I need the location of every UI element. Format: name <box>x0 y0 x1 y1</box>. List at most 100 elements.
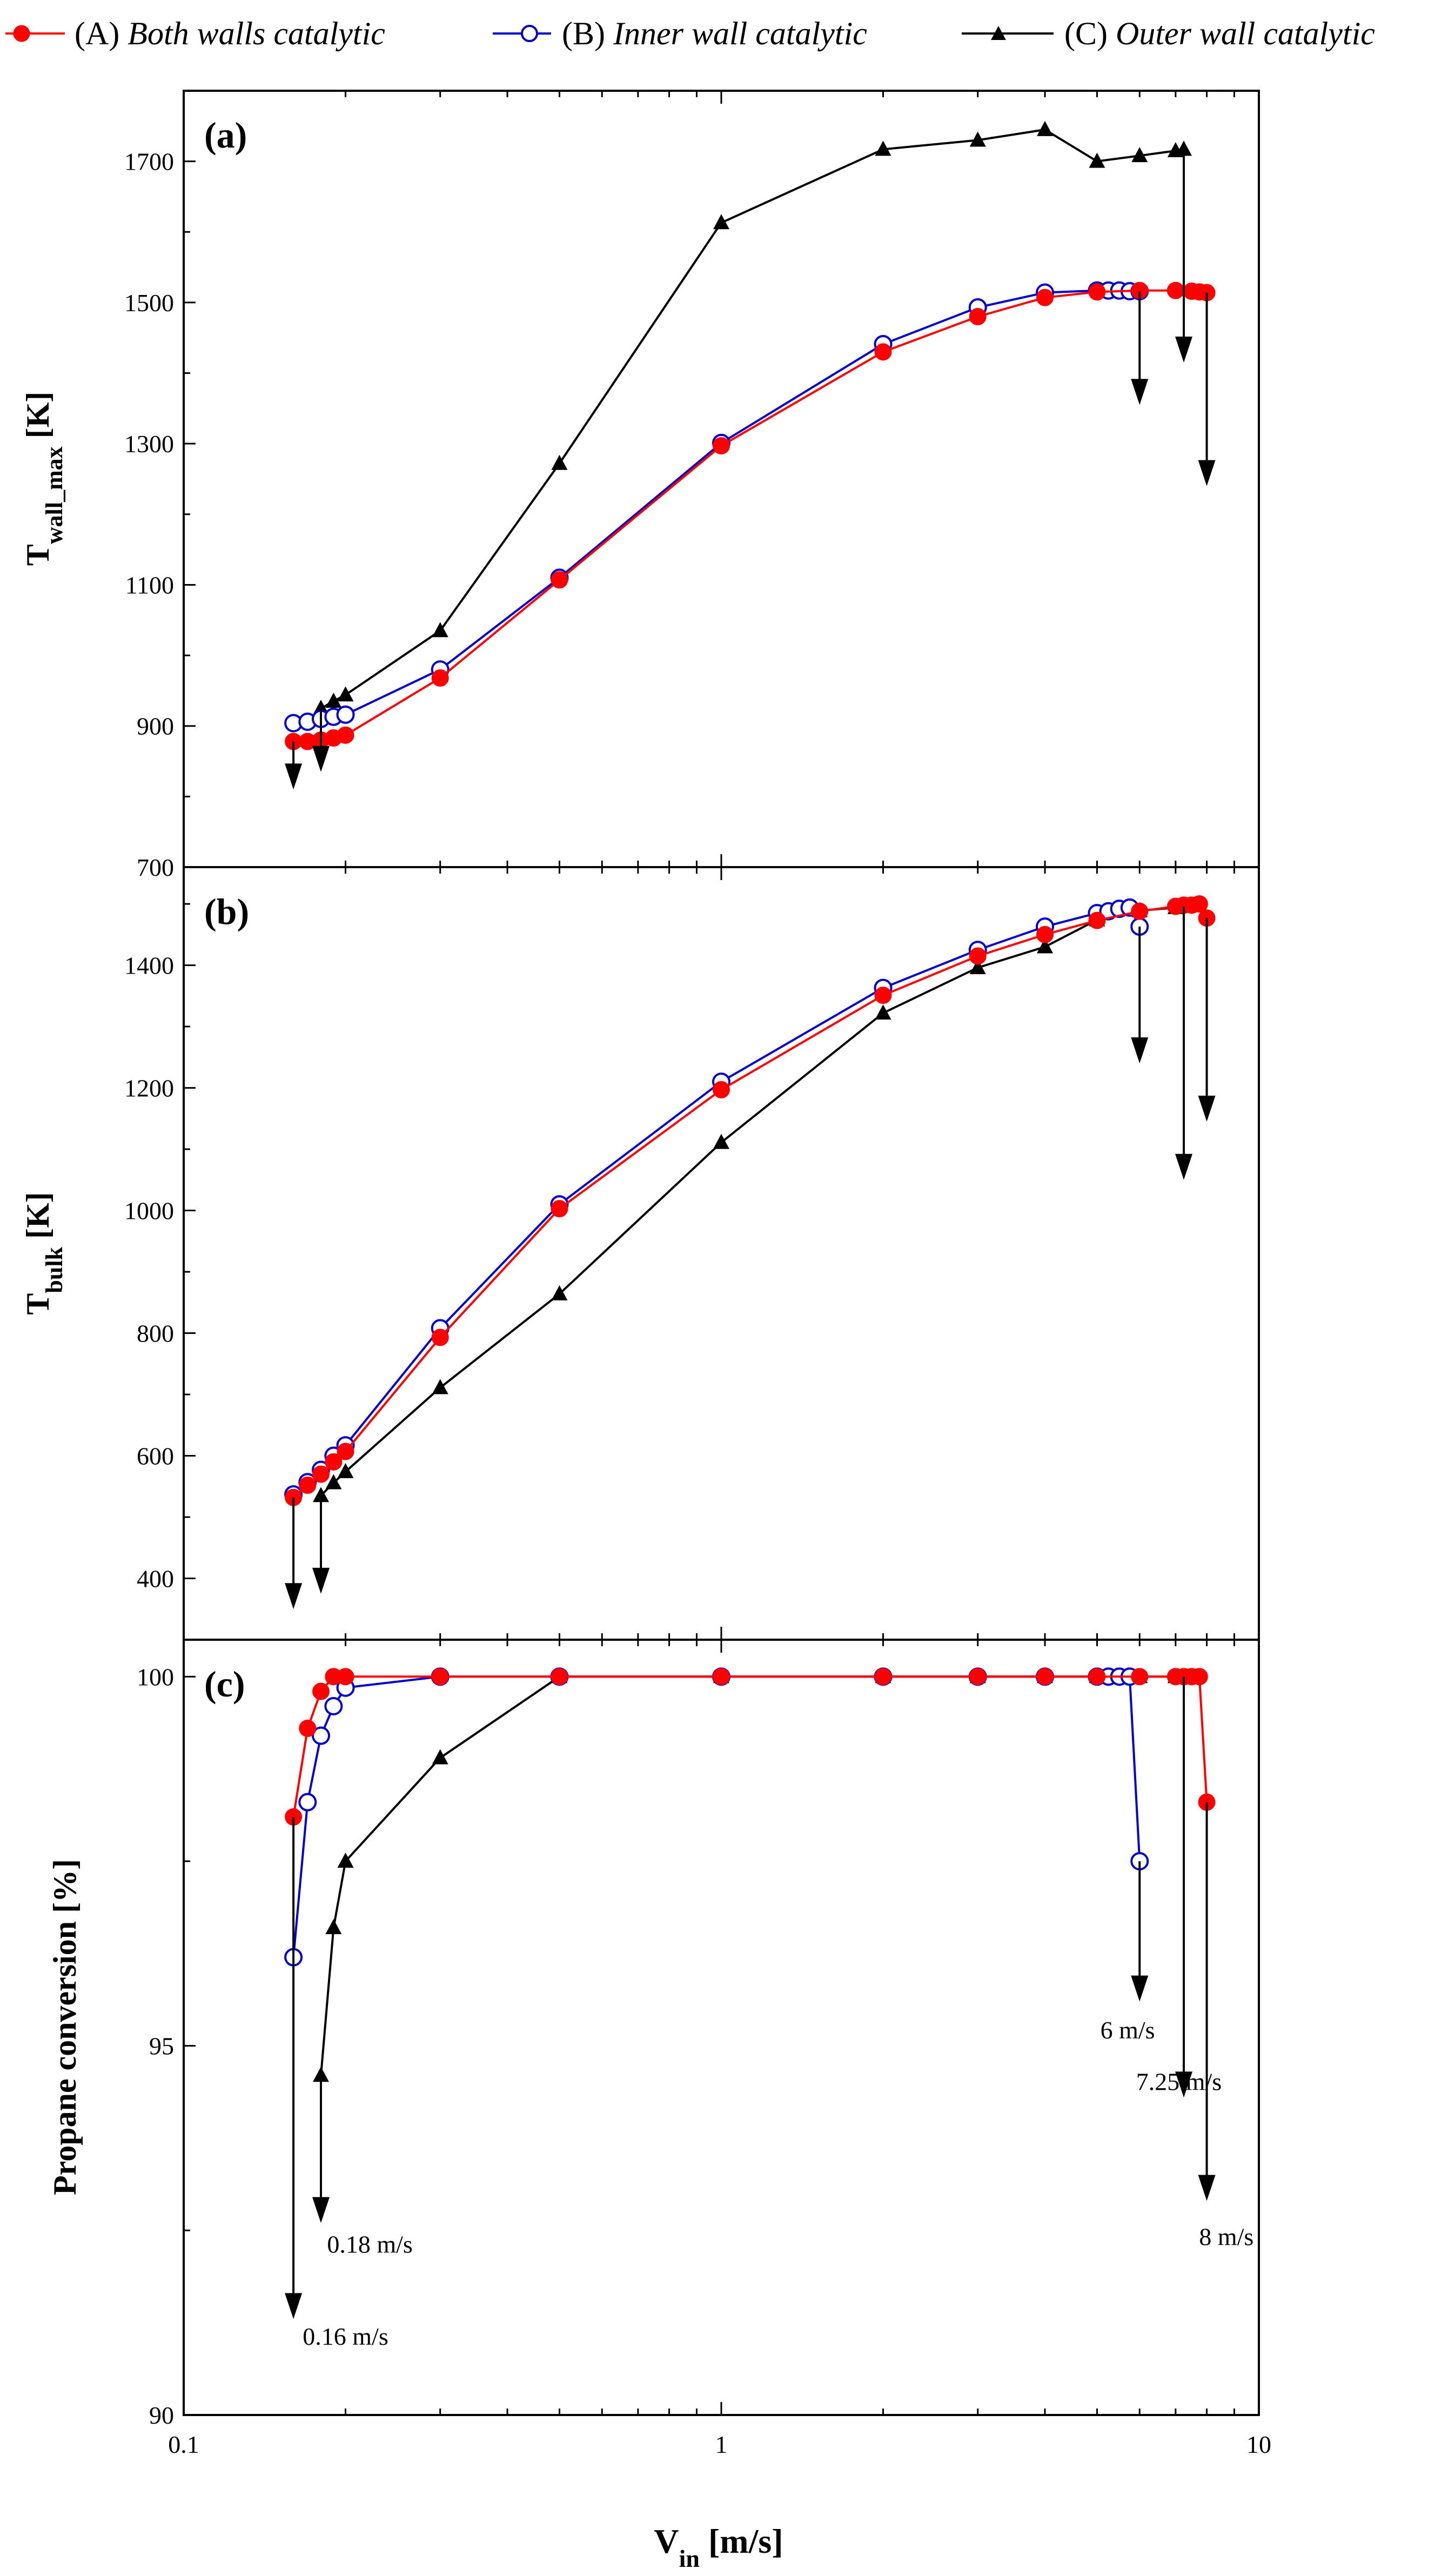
point-A-c <box>551 1668 568 1686</box>
legend-marker-c <box>991 26 1006 40</box>
legend-marker-b <box>521 25 538 42</box>
point-A-c <box>1088 1668 1106 1686</box>
point-C-b <box>1037 938 1054 954</box>
point-C-a <box>1176 140 1192 156</box>
point-A-b <box>1190 895 1208 913</box>
point-C-b <box>969 959 986 975</box>
series-line-B-c <box>292 1675 1141 1957</box>
point-A-b <box>969 947 987 965</box>
y-axis-label-a: Twall_max [K] <box>20 392 68 566</box>
point-A-c <box>1190 1668 1208 1686</box>
point-A-a <box>969 308 987 326</box>
point-C-c <box>432 1749 448 1765</box>
point-A-a <box>713 437 730 455</box>
point-A-a <box>431 669 449 687</box>
point-C-a <box>875 140 891 156</box>
point-C-a <box>1089 152 1105 168</box>
extinction-arrow-head-a <box>1198 460 1216 486</box>
point-C-c <box>312 2067 329 2082</box>
extinction-arrow-head-c <box>1131 1975 1149 2002</box>
y-tick-label-a: 700 <box>137 854 174 881</box>
point-A-a <box>1036 289 1054 306</box>
point-A-a <box>1166 281 1184 299</box>
point-A-a <box>1088 283 1106 301</box>
point-A-b <box>431 1329 449 1346</box>
y-tick-label-a: 1100 <box>125 571 174 599</box>
y-axis-label-b: Tbulk [K] <box>20 1192 68 1314</box>
point-C-a <box>551 454 568 470</box>
legend-entry-c: (C) Outer wall catalytic <box>962 16 1375 51</box>
legend-label-b: (B) Inner wall catalytic <box>562 16 867 51</box>
extinction-arrow-head-c <box>1198 2175 1216 2201</box>
velocity-annotation: 0.16 m/s <box>303 2323 388 2350</box>
point-A-c <box>713 1668 730 1686</box>
point-A-c <box>874 1668 892 1686</box>
point-B-a <box>336 705 355 724</box>
y-axis-label-c: Propane conversion [%] <box>47 1859 83 2195</box>
x-tick-label: 0.1 <box>168 2431 199 2458</box>
point-A-a <box>337 726 354 744</box>
point-A-b <box>713 1081 730 1098</box>
point-A-b <box>325 1453 343 1471</box>
panel-frame-b <box>183 866 1260 1641</box>
point-B-c <box>311 1726 330 1745</box>
series-line-C-a <box>320 128 1184 709</box>
point-C-b <box>337 1463 354 1479</box>
point-A-c <box>337 1668 354 1686</box>
extinction-arrow-head-a <box>1175 336 1193 363</box>
velocity-annotation: 0.18 m/s <box>327 2230 412 2258</box>
series-line-B-a <box>293 289 1140 725</box>
point-A-c <box>312 1682 330 1700</box>
point-A-c <box>299 1720 317 1737</box>
point-A-b <box>874 987 892 1004</box>
point-B-c <box>324 1697 343 1715</box>
panel-label-b: (b) <box>204 891 249 932</box>
y-tick-label-b: 600 <box>137 1443 174 1470</box>
point-A-b <box>299 1477 317 1494</box>
extinction-arrow-head-b <box>1198 1095 1216 1122</box>
series-line-C-b <box>320 905 1184 1497</box>
panel-a: 700 900 1100 1300 1500 1700 (a) Twall_max [K] <box>20 90 1260 881</box>
point-C-a <box>713 214 729 230</box>
extinction-arrow-head-b <box>1131 1037 1149 1064</box>
point-C-b <box>325 1474 342 1490</box>
point-C-b <box>432 1379 448 1394</box>
point-C-c <box>325 1919 342 1934</box>
y-tick-label-a: 1700 <box>124 148 174 176</box>
point-C-a <box>1131 147 1148 163</box>
y-tick-label-a: 1300 <box>124 430 174 458</box>
extinction-arrow-head-c <box>1175 2071 1193 2098</box>
y-tick-label-a: 1500 <box>124 289 174 317</box>
legend-entry-b: (B) Inner wall catalytic <box>493 16 867 51</box>
y-tick-label-a: 900 <box>137 713 174 740</box>
panel-b: 400 600 800 1000 1200 1400 (b) Tbulk [K] <box>20 866 1260 1641</box>
point-C-c <box>337 1853 354 1868</box>
extinction-arrow-head-b <box>312 1567 330 1594</box>
point-C-b <box>875 1004 891 1020</box>
panel-c: 90 95 100 (c) Propane conversion [%] 0.16 m/s… <box>47 1639 1260 2429</box>
y-tick-label-c: 90 <box>149 2401 174 2429</box>
point-C-b <box>713 1133 729 1149</box>
point-C-a <box>432 622 448 638</box>
x-axis-label: Vin [m/s] <box>654 2522 783 2572</box>
point-C-a <box>1037 120 1054 136</box>
legend-label-c: (C) Outer wall catalytic <box>1064 16 1375 51</box>
y-tick-label-b: 1200 <box>124 1075 174 1102</box>
point-C-a <box>325 693 342 708</box>
point-C-b <box>312 1487 329 1502</box>
extinction-arrow-head-a <box>1131 379 1149 405</box>
x-tick-label: 1 <box>715 2431 728 2458</box>
y-tick-label-c: 95 <box>149 2032 174 2060</box>
panel-frame-c <box>183 1639 1260 2416</box>
panel-label-a: (a) <box>204 115 247 156</box>
panel-label-c: (c) <box>204 1663 245 1705</box>
point-A-b <box>337 1443 354 1460</box>
panel-frame-a <box>183 90 1260 868</box>
y-tick-label-b: 1000 <box>124 1197 174 1225</box>
point-A-c <box>1036 1668 1054 1686</box>
point-C-a <box>337 686 354 702</box>
velocity-annotation: 6 m/s <box>1101 2016 1155 2044</box>
legend-entry-a: (A) Both walls catalytic <box>5 16 385 51</box>
point-A-b <box>1131 902 1149 920</box>
point-A-a <box>551 571 568 589</box>
